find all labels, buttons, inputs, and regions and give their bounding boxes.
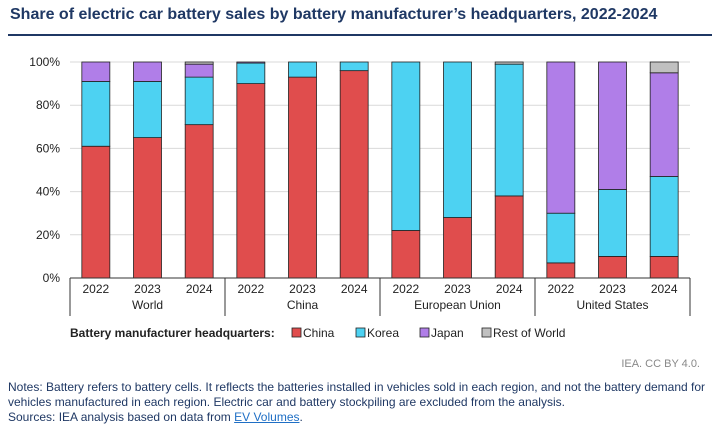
sources-line: Sources: IEA analysis based on data from… (8, 410, 714, 425)
bar-segment-korea (391, 61, 421, 231)
bar-segment-korea (598, 189, 627, 257)
legend-label: Korea (367, 326, 399, 340)
bar-segment-korea (546, 212, 576, 264)
stacked-bar-chart: 0% 20% 40% 60% 80% 100% 2022 2023 2024 World 2022 2… (29, 55, 691, 340)
x-tick-label: 2023 (134, 282, 161, 296)
x-tick-label: 2022 (392, 282, 419, 296)
bar-segment-rest-of-world (184, 61, 214, 65)
bar-segment-korea (133, 81, 162, 139)
bar-segment-korea (236, 62, 266, 85)
credit-line: IEA. CC BY 4.0. (621, 358, 700, 370)
legend-label: China (303, 326, 335, 340)
legend-label: Rest of World (493, 326, 565, 340)
legend-swatch (355, 327, 366, 338)
bar-segment-china (339, 70, 369, 279)
group-label: European Union (414, 298, 501, 312)
ev-volumes-link[interactable]: EV Volumes (234, 410, 300, 424)
bar-segment-japan (184, 63, 214, 78)
sources-prefix: Sources: IEA analysis based on data from (8, 410, 235, 424)
x-tick-label: 2024 (651, 282, 678, 296)
bar-segment-china (598, 255, 627, 279)
bar-segment-china (236, 83, 266, 279)
bar-segment-rest-of-world (649, 61, 679, 74)
bar-segment-china (288, 76, 317, 279)
bar-segment-japan (598, 61, 627, 190)
bar-segment-china (133, 137, 162, 279)
bar-segment-china (649, 255, 679, 279)
bar-segment-korea (184, 76, 214, 126)
notes-text: Notes: Battery refers to battery cells. … (8, 380, 706, 409)
y-tick-label: 100% (29, 55, 60, 69)
chart-title: Share of electric car battery sales by b… (10, 6, 658, 23)
legend-label: Japan (431, 326, 464, 340)
x-tick-label: 2022 (547, 282, 574, 296)
group-label: United States (576, 298, 648, 312)
x-tick-label: 2022 (237, 282, 264, 296)
bar-segment-china (81, 145, 111, 279)
bar-segment-korea (494, 63, 524, 197)
bar-segment-korea (649, 176, 679, 257)
x-tick-label: 2024 (341, 282, 368, 296)
bar-segment-japan (546, 61, 576, 214)
bar-segment-japan (649, 72, 679, 177)
bar-segment-japan (133, 61, 162, 82)
bar-segment-rest-of-world (494, 61, 524, 65)
bar-segment-china (546, 262, 576, 279)
y-tick-label: 80% (36, 98, 60, 112)
y-tick-label: 20% (36, 228, 60, 242)
legend-swatch (481, 327, 492, 338)
bar-segment-korea (288, 61, 317, 78)
x-tick-label: 2023 (444, 282, 471, 296)
y-tick-label: 0% (43, 271, 61, 285)
x-tick-label: 2023 (289, 282, 316, 296)
group-label: World (132, 298, 163, 312)
x-tick-label: 2024 (186, 282, 213, 296)
notes-block: Notes: Battery refers to battery cells. … (8, 380, 714, 425)
bar-segment-china (443, 217, 472, 279)
bar-segment-korea (81, 81, 111, 147)
bar-segment-korea (443, 61, 472, 218)
bar-segment-korea (339, 61, 369, 72)
bar-segment-china (391, 230, 421, 279)
legend-title: Battery manufacturer headquarters: (70, 326, 275, 340)
group-label: China (287, 298, 319, 312)
legend-swatch (419, 327, 430, 338)
x-tick-label: 2022 (82, 282, 109, 296)
bar-segment-japan (81, 61, 111, 82)
y-tick-label: 60% (36, 141, 60, 155)
bar-segment-china (494, 195, 524, 279)
bar-segment-japan (236, 61, 266, 64)
legend-swatch (291, 327, 302, 338)
y-tick-label: 40% (36, 185, 60, 199)
sources-suffix: . (299, 410, 303, 424)
x-tick-label: 2024 (496, 282, 523, 296)
bar-segment-china (184, 124, 214, 279)
x-tick-label: 2023 (599, 282, 626, 296)
title-rule (8, 34, 712, 36)
